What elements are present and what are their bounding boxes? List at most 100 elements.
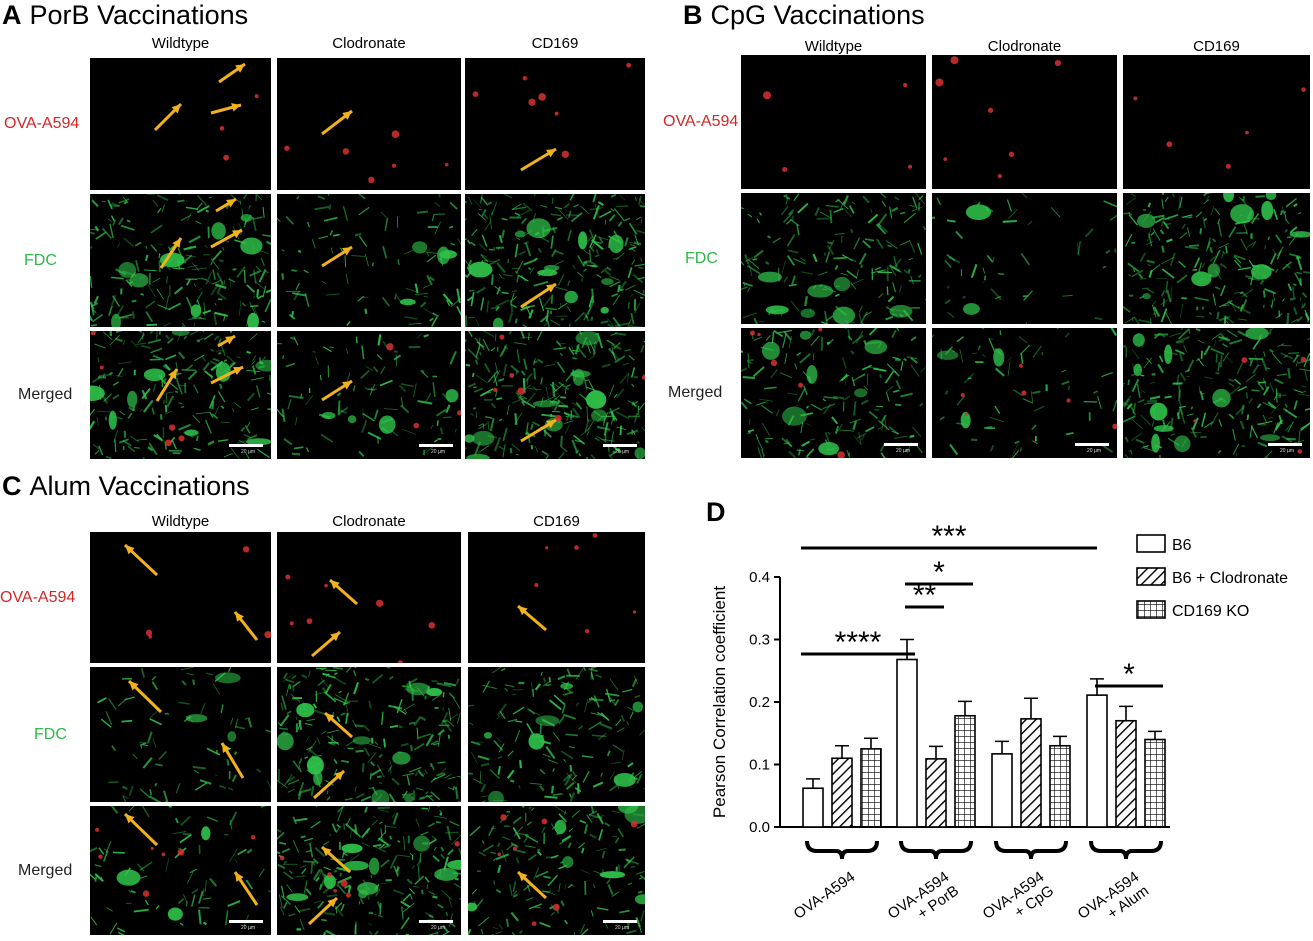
- fdc-network-fiber: [858, 305, 863, 313]
- fdc-network-fiber: [629, 294, 634, 297]
- fdc-network-fiber: [765, 261, 770, 265]
- bar-cd169-ko: [1144, 738, 1166, 828]
- fdc-network-fiber: [1269, 252, 1277, 265]
- fdc-network-fiber: [315, 876, 320, 882]
- fdc-cluster: [586, 390, 607, 409]
- antigen-spot: [554, 111, 559, 116]
- fdc-network-fiber: [1164, 395, 1172, 399]
- fdc-network-fiber: [246, 284, 256, 293]
- fdc-network-fiber: [796, 224, 800, 236]
- fdc-network-fiber: [482, 844, 494, 852]
- fdc-network-fiber: [844, 372, 848, 385]
- fdc-network-fiber: [1011, 443, 1019, 457]
- fdc-network-fiber: [94, 449, 100, 455]
- fdc-network-fiber: [1234, 378, 1242, 385]
- fdc-network-fiber: [174, 390, 179, 394]
- fdc-network-fiber: [229, 819, 233, 830]
- panel-b-row-label-merged: Merged: [668, 384, 723, 401]
- micrograph-image: [1123, 328, 1310, 458]
- micrograph-a-ova-a594-clodronate: [277, 58, 461, 190]
- fdc-network-fiber: [498, 246, 500, 250]
- error-bar: [806, 778, 820, 789]
- fdc-network-fiber: [1131, 269, 1144, 278]
- antigen-spot: [340, 879, 348, 887]
- fdc-network-fiber: [186, 278, 191, 286]
- fdc-network-fiber: [637, 890, 643, 894]
- antigen-spot: [472, 91, 479, 98]
- fdc-network-fiber: [610, 332, 618, 336]
- scale-bar-label: 20 µm: [1280, 448, 1294, 454]
- fdc-network-fiber: [546, 319, 551, 327]
- fdc-network-fiber: [1275, 234, 1283, 244]
- fdc-network-fiber: [543, 322, 548, 327]
- fdc-cluster: [468, 261, 493, 278]
- fdc-network-fiber: [1123, 382, 1125, 385]
- fdc-network-fiber: [1166, 289, 1172, 303]
- fdc-network-fiber: [200, 703, 206, 714]
- fdc-network-fiber: [436, 682, 452, 688]
- annotation-arrow: [312, 769, 346, 800]
- fdc-network-fiber: [98, 445, 104, 456]
- fdc-network-fiber: [1252, 364, 1260, 374]
- fdc-network-fiber: [600, 266, 609, 274]
- fdc-cluster: [129, 273, 149, 288]
- antigen-spot: [541, 818, 548, 825]
- fdc-network-fiber: [281, 408, 286, 422]
- fdc-network-fiber: [107, 199, 113, 210]
- fdc-network-fiber: [384, 217, 389, 231]
- fdc-network-fiber: [267, 889, 271, 893]
- fdc-network-fiber: [873, 367, 887, 372]
- fdc-cluster: [806, 365, 818, 384]
- fdc-network-fiber: [112, 851, 125, 854]
- fdc-network-fiber: [497, 864, 502, 874]
- fdc-network-fiber: [145, 300, 156, 309]
- fdc-network-fiber: [213, 312, 218, 326]
- fdc-network-fiber: [490, 347, 496, 352]
- fdc-network-fiber: [408, 322, 422, 325]
- fdc-network-fiber: [329, 346, 334, 349]
- antigen-spot: [428, 622, 436, 629]
- fdc-network-fiber: [1181, 328, 1183, 331]
- fdc-network-fiber: [787, 249, 799, 254]
- fdc-cluster: [960, 411, 971, 429]
- fdc-network-fiber: [105, 455, 112, 459]
- fdc-network-fiber: [549, 699, 562, 711]
- fdc-cluster: [782, 406, 807, 426]
- fdc-network-fiber: [152, 277, 161, 283]
- fdc-network-fiber: [433, 815, 447, 819]
- fdc-network-fiber: [895, 379, 902, 390]
- fdc-network-fiber: [501, 668, 506, 672]
- fdc-network-fiber: [202, 362, 211, 371]
- fdc-network-fiber: [417, 866, 420, 880]
- panel-b-row-label-ova-a594: OVA-A594: [663, 113, 739, 130]
- micrograph-b-ova-a594-clodronate: [932, 55, 1117, 189]
- fdc-network-fiber: [1152, 312, 1157, 316]
- fdc-network-fiber: [799, 352, 811, 364]
- fdc-network-fiber: [910, 357, 919, 364]
- fdc-network-fiber: [609, 678, 619, 691]
- fdc-network-fiber: [379, 843, 386, 849]
- fdc-network-fiber: [581, 847, 585, 854]
- fdc-network-fiber: [1158, 355, 1164, 363]
- fdc-network-fiber: [371, 262, 374, 267]
- fdc-network-fiber: [1147, 263, 1151, 267]
- fdc-network-fiber: [413, 383, 417, 398]
- fdc-network-fiber: [307, 221, 310, 228]
- fdc-network-fiber: [334, 902, 343, 910]
- fdc-network-fiber: [246, 350, 251, 354]
- fdc-network-fiber: [249, 301, 256, 316]
- fdc-network-fiber: [1304, 407, 1310, 411]
- fdc-network-fiber: [445, 911, 449, 917]
- fdc-network-fiber: [1204, 421, 1214, 429]
- fdc-network-fiber: [542, 890, 550, 893]
- fdc-network-fiber: [742, 376, 756, 380]
- fdc-network-fiber: [470, 740, 481, 746]
- scale-bar: [229, 444, 263, 447]
- fdc-network-fiber: [749, 418, 751, 425]
- fdc-network-fiber: [918, 274, 922, 278]
- fdc-network-fiber: [864, 238, 875, 242]
- fdc-network-fiber: [825, 315, 834, 322]
- fdc-network-fiber: [298, 719, 303, 731]
- fdc-network-fiber: [525, 242, 532, 257]
- micrograph-c-merged-wildtype: 20 µm: [90, 806, 271, 935]
